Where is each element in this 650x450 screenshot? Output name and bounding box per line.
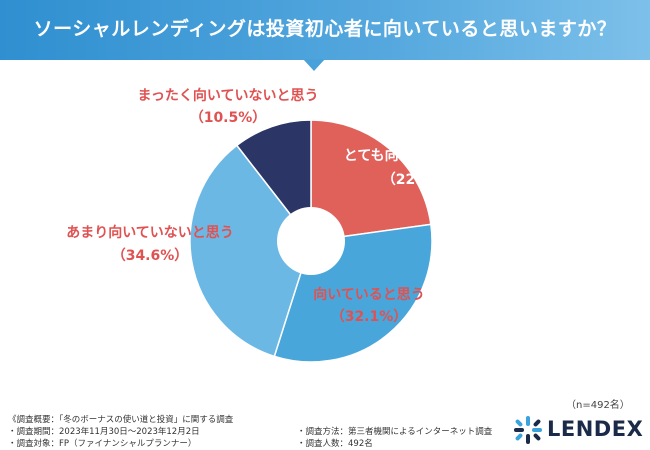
header-pointer <box>303 59 325 71</box>
slice-value-label: （10.5%） <box>190 110 267 126</box>
header-banner: ソーシャルレンディングは投資初心者に向いていると思いますか？ <box>0 0 650 60</box>
footer-survey-target: ・調査対象：FP（ファイナンシャルプランナー） <box>8 439 197 449</box>
slice-category-label: とても向いていると思う <box>344 147 496 164</box>
slice-value-label: （32.1%） <box>331 309 408 325</box>
pie-slice <box>235 119 312 244</box>
slice-category-label: 向いていると思う <box>313 286 425 303</box>
footer-survey-period: ・調査期間：2023年11月30日〜2023年12月2日 <box>8 427 200 437</box>
sample-size: （n=492名） <box>566 400 630 411</box>
footer-survey-overview: 《調査概要：「冬のボーナスの使い道と投資」に関する調査 <box>8 415 234 425</box>
footer-survey-count: ・調査人数：492名 <box>297 439 373 449</box>
slice-category-label: まったく向いていないと思う <box>137 87 318 104</box>
footer-survey-method: ・調査方法：第三者機関によるインターネット調査 <box>297 427 493 437</box>
donut-hole <box>277 207 345 275</box>
slice-category-label: あまり向いていないと思う <box>66 224 234 241</box>
slice-value-label: （34.6%） <box>112 248 189 264</box>
pie-slice <box>189 144 312 358</box>
chart-title: ソーシャルレンディングは投資初心者に向いていると思いますか？ <box>33 18 617 40</box>
pie-slice <box>310 119 432 242</box>
lendex-logo-text: LENDEX <box>547 417 644 441</box>
lendex-logo: LENDEX <box>513 414 643 444</box>
slice-value-label: （22.8%） <box>382 172 459 188</box>
lendex-logo-icon <box>514 416 542 444</box>
